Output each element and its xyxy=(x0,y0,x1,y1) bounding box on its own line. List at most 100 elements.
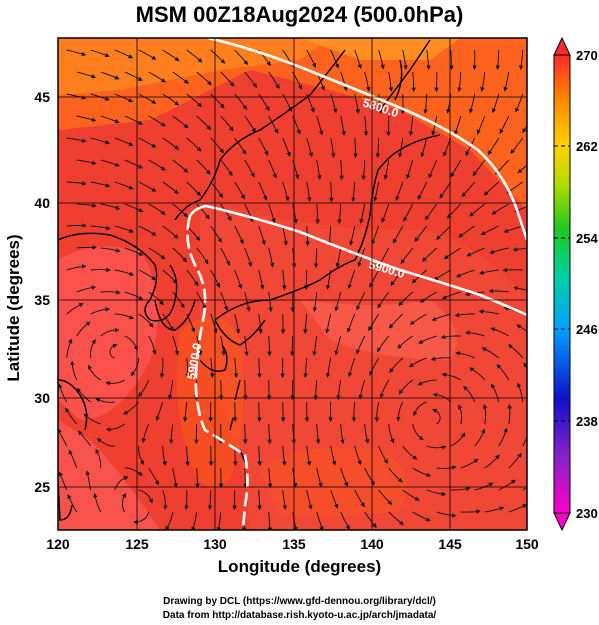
streamline-arrow-icon xyxy=(90,267,111,273)
streamline-arrow-icon xyxy=(258,137,269,156)
streamline-arrow-icon xyxy=(374,401,380,422)
credit-data: Data from http://database.rish.kyoto-u.a… xyxy=(162,610,437,621)
streamline-arrow-icon xyxy=(325,313,332,334)
streamline-arrow-icon xyxy=(443,247,461,260)
streamline-arrow-icon xyxy=(303,357,308,378)
streamline-arrow-icon xyxy=(369,269,380,288)
streamline-arrow-icon xyxy=(316,115,324,136)
streamline-arrow-icon xyxy=(329,181,334,203)
colorbar-scale xyxy=(553,54,571,514)
streamline-arrow-icon xyxy=(413,401,427,417)
x-tick-label: 125 xyxy=(125,536,149,552)
streamline-arrow-icon xyxy=(364,467,375,486)
streamline-arrow-icon xyxy=(312,291,318,312)
plot-frame xyxy=(57,37,528,531)
streamline-arrow-icon xyxy=(412,467,432,477)
streamline-arrow-icon xyxy=(66,303,84,315)
streamline-arrow-icon xyxy=(138,445,145,465)
streamline-arrow-icon xyxy=(330,137,336,158)
streamline-arrow-icon xyxy=(455,269,475,278)
streamline-arrow-icon xyxy=(162,269,178,284)
streamline-arrow-icon xyxy=(138,379,150,398)
streamline-arrow-icon xyxy=(268,291,273,312)
x-tick-label: 140 xyxy=(360,536,384,552)
streamline-arrow-icon xyxy=(479,269,499,275)
streamline-arrow-icon xyxy=(512,247,527,252)
streamline-arrow-icon xyxy=(522,486,527,491)
streamline-arrow-icon xyxy=(458,404,463,425)
streamline-arrow-icon xyxy=(267,467,273,488)
streamline-arrow-icon xyxy=(465,330,485,337)
x-axis: 120 125 130 135 140 145 150 xyxy=(46,536,539,552)
streamline-arrow-icon xyxy=(487,137,500,155)
streamline-arrow-icon xyxy=(517,382,524,403)
streamline-arrow-icon xyxy=(66,93,87,100)
streamline-arrow-icon xyxy=(196,115,212,130)
streamline-arrow-icon xyxy=(76,159,97,166)
colorbar: 270 262 254 246 238 230 xyxy=(553,36,598,532)
streamline-arrow-icon xyxy=(472,159,486,177)
streamline-arrow-icon xyxy=(498,427,508,447)
streamline-arrow-icon xyxy=(185,445,190,467)
streamline-arrow-icon xyxy=(100,290,121,295)
x-tick-label: 130 xyxy=(203,536,227,552)
streamline-arrow-icon xyxy=(408,115,414,136)
streamline-arrow-icon xyxy=(316,511,324,530)
streamline-arrow-icon xyxy=(232,401,238,423)
streamline-arrow-icon xyxy=(78,430,92,447)
streamline-arrow-icon xyxy=(282,269,287,290)
streamline-arrow-icon xyxy=(403,203,414,222)
streamline-arrow-icon xyxy=(349,225,356,246)
streamline-arrow-icon xyxy=(396,401,404,422)
x-tick-label: 120 xyxy=(46,536,70,552)
colorbar-tick-label: 254 xyxy=(576,231,598,246)
streamline-arrow-icon xyxy=(208,445,214,467)
streamline-arrow-icon xyxy=(469,367,486,381)
streamline-arrow-icon xyxy=(306,489,313,510)
streamline-arrow-icon xyxy=(95,448,102,468)
streamline-arrow-icon xyxy=(513,286,527,291)
streamline-arrow-icon xyxy=(76,321,91,337)
streamline-arrow-icon xyxy=(508,344,524,359)
streamline-arrow-icon xyxy=(258,225,266,246)
streamline-arrow-icon xyxy=(282,225,288,246)
streamline-arrow-icon xyxy=(388,71,394,92)
streamline-arrow-icon xyxy=(340,423,345,444)
streamline-arrow-icon xyxy=(455,351,475,359)
streamline-arrow-icon xyxy=(414,225,428,242)
streamline-arrow-icon xyxy=(441,291,461,300)
streamline-arrow-icon xyxy=(469,203,485,217)
streamline-arrow-icon xyxy=(402,489,420,501)
streamline-arrow-icon xyxy=(347,357,356,378)
streamline-arrow-icon xyxy=(417,379,437,386)
streamline-arrow-icon xyxy=(356,291,366,311)
streamline-arrow-icon xyxy=(426,49,431,70)
streamline-arrow-icon xyxy=(124,71,143,81)
streamline-arrow-icon xyxy=(268,247,275,268)
streamline-arrow-icon xyxy=(313,379,318,401)
streamline-arrow-icon xyxy=(66,223,87,228)
streamline-arrow-icon xyxy=(478,309,499,315)
streamline-arrow-icon xyxy=(399,379,413,395)
streamline-arrow-icon xyxy=(381,203,390,223)
streamline-arrow-icon xyxy=(354,49,362,70)
streamline-arrow-icon xyxy=(406,159,414,180)
streamline-arrow-icon xyxy=(96,438,115,447)
streamline-arrow-icon xyxy=(148,467,159,486)
streamline-arrow-icon xyxy=(389,357,404,373)
streamline-arrow-icon xyxy=(463,385,476,403)
streamline-arrow-icon xyxy=(354,445,362,466)
streamline-arrow-icon xyxy=(480,71,486,92)
y-tick-label: 35 xyxy=(34,292,50,308)
streamline-arrow-icon xyxy=(234,181,245,200)
streamline-arrow-icon xyxy=(267,423,272,445)
streamline-arrow-icon xyxy=(114,181,134,190)
streamline-arrow-icon xyxy=(426,445,447,450)
contour-5800 xyxy=(207,38,527,241)
streamline-arrow-icon xyxy=(114,313,135,320)
streamline-arrow-icon xyxy=(490,327,509,337)
streamline-arrow-icon xyxy=(268,71,280,89)
streamline-arrow-icon xyxy=(306,49,317,68)
streamline-arrow-icon xyxy=(76,115,97,122)
streamline-arrow-icon xyxy=(418,335,437,344)
